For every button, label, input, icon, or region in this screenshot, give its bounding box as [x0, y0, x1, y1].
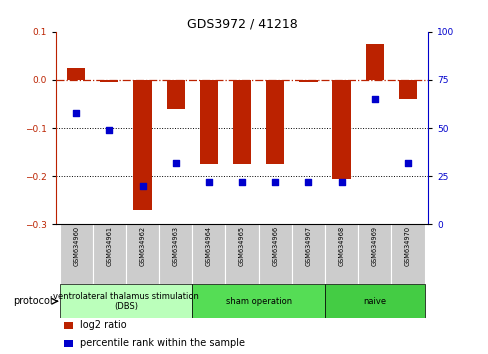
Bar — [199, 80, 218, 164]
Text: naive: naive — [363, 297, 386, 306]
Bar — [63, 321, 73, 329]
Text: log2 ratio: log2 ratio — [80, 320, 127, 330]
Bar — [100, 80, 118, 82]
Point — [138, 183, 146, 189]
Point — [171, 160, 179, 166]
Bar — [299, 80, 317, 82]
Bar — [325, 284, 424, 318]
Bar — [291, 224, 325, 284]
Point — [105, 127, 113, 133]
Bar — [63, 339, 73, 347]
Bar — [60, 224, 93, 284]
Point — [238, 179, 245, 185]
Bar — [60, 284, 192, 318]
Bar — [258, 224, 291, 284]
Text: GSM634966: GSM634966 — [272, 226, 278, 266]
Point — [370, 96, 378, 102]
Text: GSM634965: GSM634965 — [239, 226, 244, 266]
Bar — [398, 80, 416, 99]
Text: GSM634967: GSM634967 — [305, 226, 311, 266]
Bar — [325, 224, 357, 284]
Point — [271, 179, 279, 185]
Text: GSM634969: GSM634969 — [371, 226, 377, 266]
Text: GSM634960: GSM634960 — [73, 226, 79, 266]
Text: GSM634964: GSM634964 — [205, 226, 211, 266]
Text: GSM634968: GSM634968 — [338, 226, 344, 266]
Text: percentile rank within the sample: percentile rank within the sample — [80, 338, 245, 348]
Title: GDS3972 / 41218: GDS3972 / 41218 — [186, 18, 297, 31]
Bar — [332, 80, 350, 179]
Text: GSM634961: GSM634961 — [106, 226, 112, 266]
Bar — [357, 224, 390, 284]
Text: ventrolateral thalamus stimulation
(DBS): ventrolateral thalamus stimulation (DBS) — [53, 292, 199, 311]
Bar — [192, 284, 325, 318]
Point — [72, 110, 80, 115]
Bar — [232, 80, 251, 164]
Bar — [93, 224, 125, 284]
Point — [403, 160, 411, 166]
Bar — [390, 224, 424, 284]
Text: GSM634970: GSM634970 — [404, 226, 410, 266]
Text: GSM634963: GSM634963 — [172, 226, 178, 266]
Bar — [225, 224, 258, 284]
Bar — [365, 44, 383, 80]
Text: GSM634962: GSM634962 — [139, 226, 145, 266]
Point — [337, 179, 345, 185]
Point — [304, 179, 312, 185]
Bar — [265, 80, 284, 164]
Bar — [159, 224, 192, 284]
Bar — [133, 80, 151, 210]
Bar — [192, 224, 225, 284]
Text: protocol: protocol — [13, 296, 53, 306]
Bar — [166, 80, 184, 109]
Bar — [67, 68, 85, 80]
Point — [204, 179, 212, 185]
Text: sham operation: sham operation — [225, 297, 291, 306]
Bar — [125, 224, 159, 284]
